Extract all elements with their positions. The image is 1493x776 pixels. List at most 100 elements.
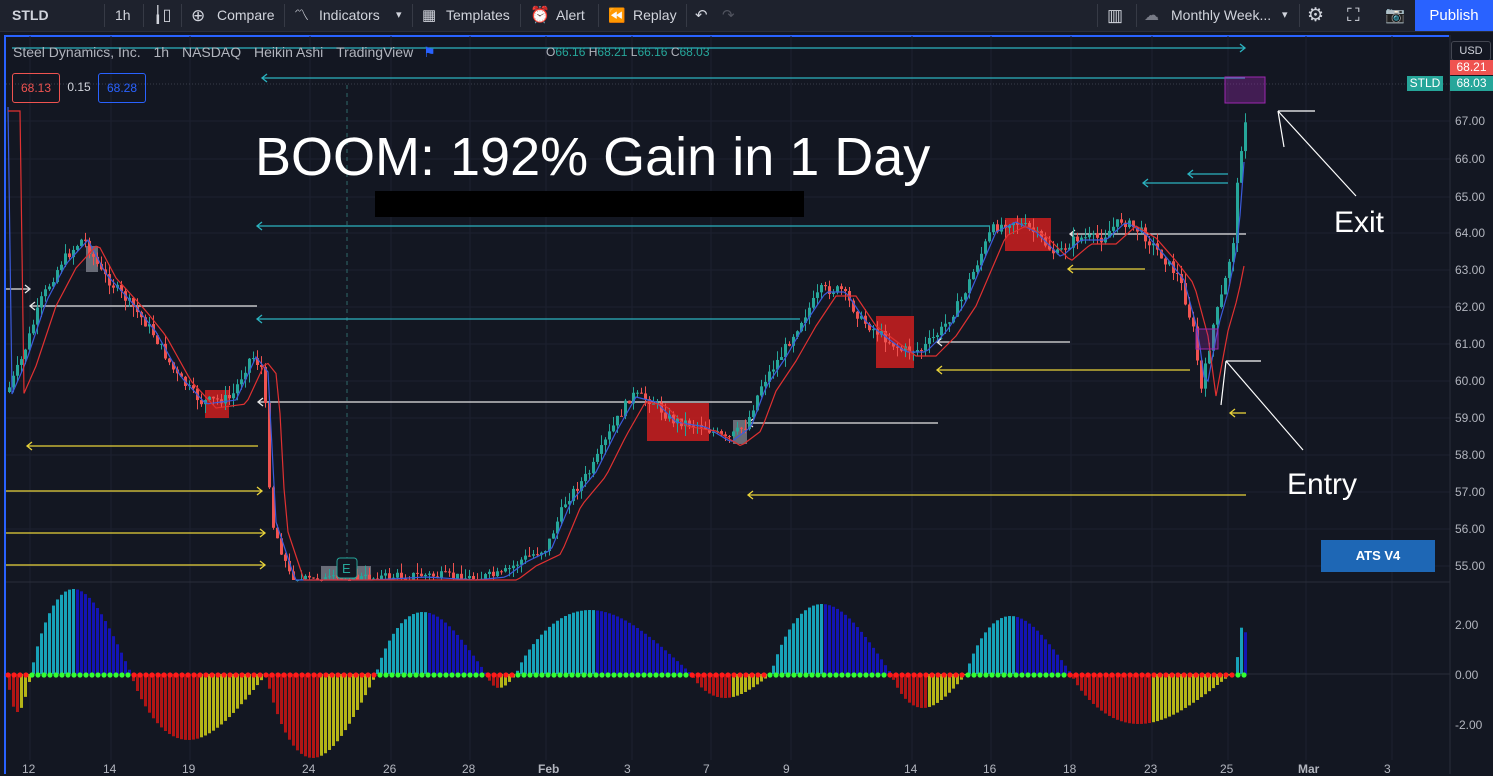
oscillator-scale-tick: -2.00 <box>1455 718 1483 732</box>
level-arrow <box>935 365 943 375</box>
histogram-bar <box>124 661 127 674</box>
signal-dot <box>1217 672 1223 678</box>
candle-body <box>44 289 47 297</box>
currency-selector[interactable]: USD <box>1451 41 1491 61</box>
signal-dot <box>419 672 425 678</box>
signal-dot <box>575 672 581 678</box>
interval-button[interactable]: 1h <box>115 7 131 23</box>
candle-body <box>860 315 863 319</box>
signal-dot <box>1145 672 1151 678</box>
histogram-bar <box>1192 674 1195 703</box>
histogram-bar <box>916 674 919 708</box>
histogram-bar <box>1000 618 1003 674</box>
templates-button[interactable]: Templates <box>446 7 510 23</box>
signal-dot <box>785 672 791 678</box>
indicator-badge[interactable]: ATS V4 <box>1321 540 1435 572</box>
histogram-bar <box>1116 674 1119 720</box>
histogram-bar <box>1012 616 1015 674</box>
slow-ma-line <box>8 110 1245 581</box>
publish-button[interactable]: Publish <box>1415 0 1493 31</box>
zone-box <box>876 316 914 368</box>
candle-body <box>732 431 735 437</box>
histogram-bar <box>840 611 843 674</box>
signal-dot <box>1115 672 1121 678</box>
histogram-bar <box>1136 674 1139 724</box>
signal-dot <box>503 672 509 678</box>
histogram-bar <box>1040 634 1043 674</box>
replay-button[interactable]: Replay <box>633 7 677 23</box>
symbol-search[interactable]: STLD <box>12 7 49 23</box>
flag-icon[interactable]: ⚑ <box>423 44 436 60</box>
signal-dot <box>995 672 1001 678</box>
undo-icon[interactable]: ↶ <box>695 7 708 24</box>
gear-icon[interactable]: ⚙ <box>1307 5 1325 26</box>
candle-body <box>388 573 391 580</box>
signal-dot <box>191 672 197 678</box>
candle-body <box>600 445 603 454</box>
signal-dot <box>641 672 647 678</box>
signal-dot <box>797 672 803 678</box>
compare-button[interactable]: Compare <box>217 7 275 23</box>
signal-dot <box>557 672 563 678</box>
histogram-bar <box>220 674 223 725</box>
candle-body <box>624 400 627 417</box>
histogram-bar <box>820 604 823 674</box>
signal-dot <box>239 672 245 678</box>
histogram-bar <box>1212 674 1215 689</box>
signal-dot <box>821 672 827 678</box>
fullscreen-icon[interactable]: ⛶ <box>1347 5 1360 25</box>
signal-dot <box>365 672 371 678</box>
chevron-down-icon[interactable]: ▾ <box>1282 9 1288 21</box>
histogram-bar <box>1196 674 1199 700</box>
layout-split-icon[interactable]: ▥ <box>1107 6 1124 25</box>
histogram-bar <box>40 633 43 674</box>
alert-button[interactable]: Alert <box>556 7 585 23</box>
candle-body <box>168 358 171 363</box>
buy-price-button[interactable]: 68.28 <box>98 73 146 103</box>
signal-dot <box>275 672 281 678</box>
candle-body <box>988 232 991 242</box>
candle-body <box>944 323 947 327</box>
histogram-bar <box>776 654 779 674</box>
candle-body <box>448 571 451 573</box>
candle-body <box>308 575 311 578</box>
camera-icon[interactable]: 📷 <box>1385 7 1405 24</box>
histogram-bar <box>132 674 135 682</box>
price-scale-tick: 64.00 <box>1455 226 1486 240</box>
histogram-bar <box>336 674 339 742</box>
histogram-bar <box>664 650 667 674</box>
histogram-bar <box>168 674 171 734</box>
candle-body <box>532 554 535 556</box>
signal-dot <box>929 672 935 678</box>
signal-dot <box>113 672 119 678</box>
redo-icon[interactable]: ↷ <box>722 7 735 24</box>
candle-body <box>932 337 935 339</box>
candle-body <box>796 331 799 337</box>
sell-price-button[interactable]: 68.13 <box>12 73 60 103</box>
histogram-bar <box>592 610 595 674</box>
histogram-bar <box>1220 674 1223 682</box>
divider <box>104 4 105 27</box>
chevron-down-icon[interactable]: ▾ <box>396 9 402 21</box>
histogram-bar <box>988 627 991 674</box>
chart-type-icon[interactable]: ╽▯ <box>153 7 172 24</box>
signal-dot <box>683 672 689 678</box>
indicators-button[interactable]: Indicators <box>319 7 380 23</box>
candle-body <box>536 554 539 556</box>
signal-dot <box>41 672 47 678</box>
candle-body <box>212 396 215 399</box>
signal-dot <box>737 672 743 678</box>
layout-name-button[interactable]: Monthly Week... <box>1171 7 1272 23</box>
candle-body <box>144 317 147 327</box>
histogram-bar <box>524 655 527 674</box>
candle-body <box>244 372 247 380</box>
signal-dot <box>611 672 617 678</box>
divider <box>284 4 285 27</box>
histogram-bar <box>1096 674 1099 708</box>
histogram-bar <box>208 674 211 734</box>
histogram-bar <box>384 648 387 674</box>
candle-body <box>652 403 655 405</box>
time-scale-tick: Mar <box>1298 762 1320 776</box>
divider <box>598 4 599 27</box>
